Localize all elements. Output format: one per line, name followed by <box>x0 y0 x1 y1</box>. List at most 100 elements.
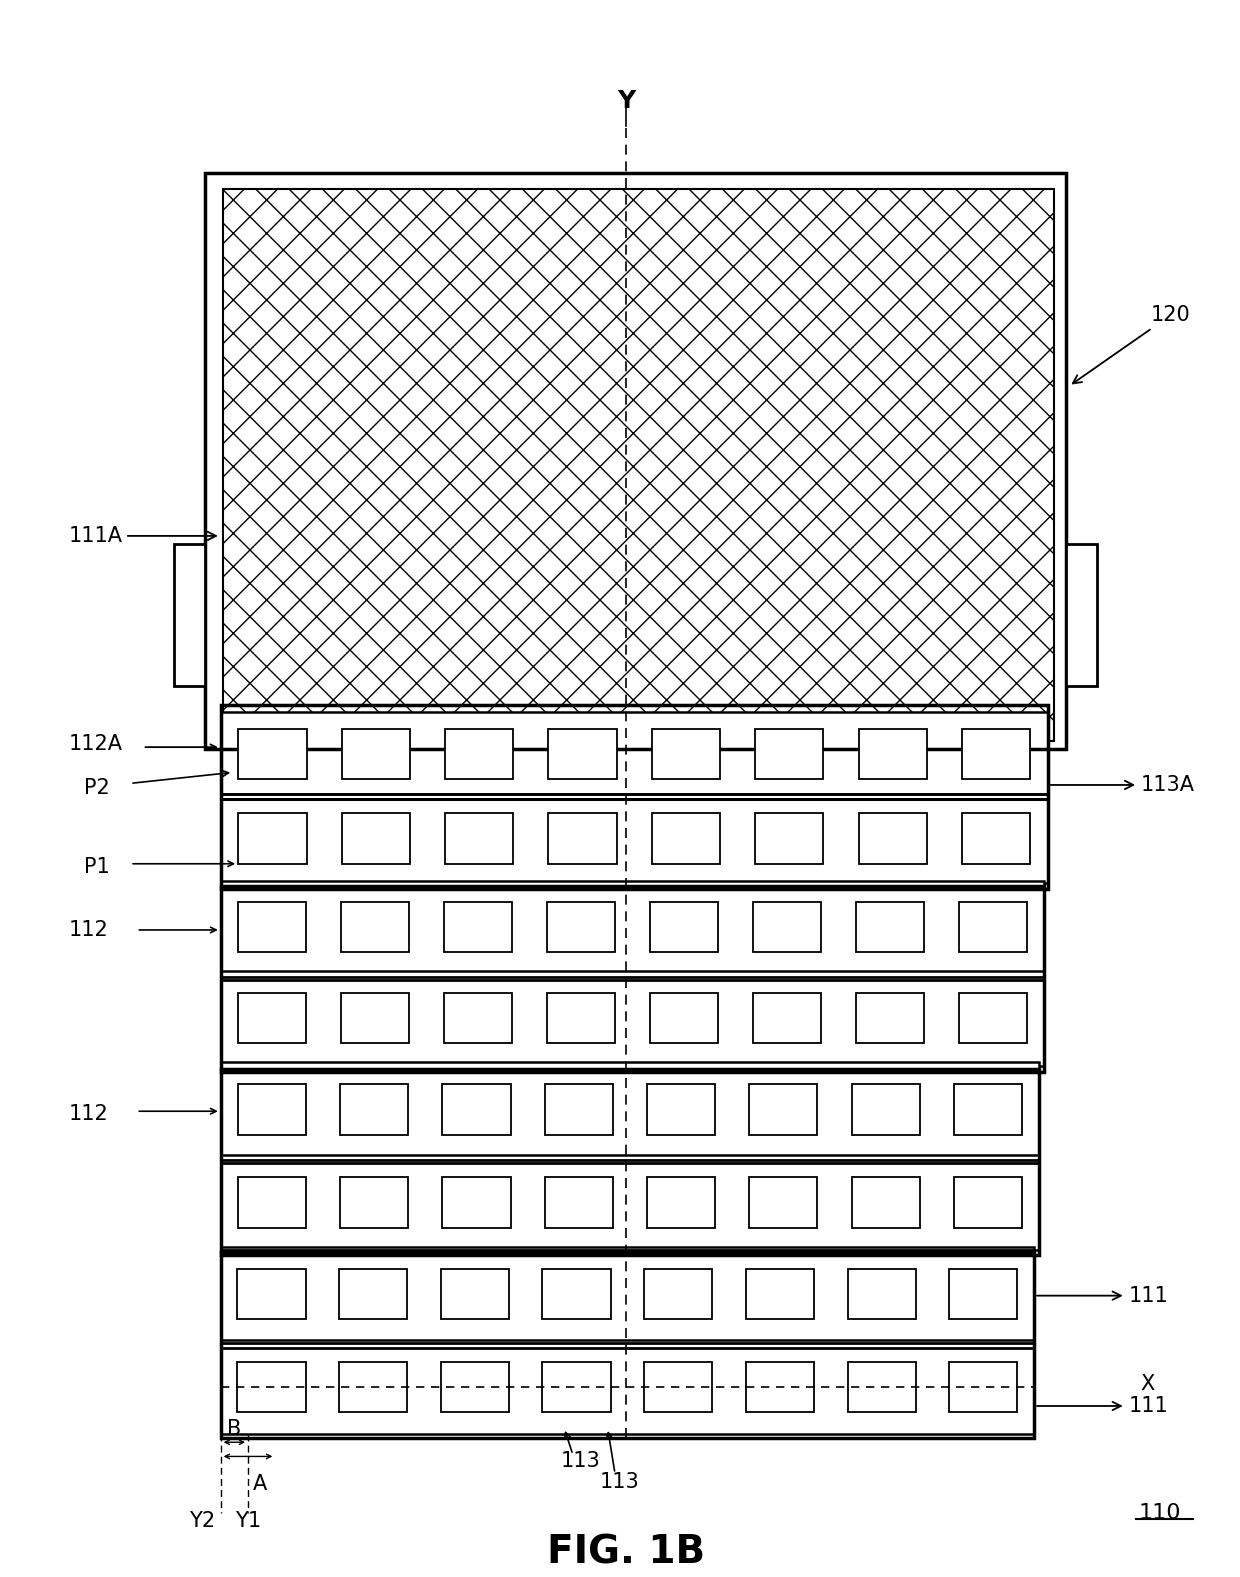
Text: Y: Y <box>618 88 635 114</box>
Bar <box>547 902 615 953</box>
Bar <box>221 1063 1039 1158</box>
Text: X: X <box>1141 1374 1154 1394</box>
Bar <box>342 814 410 864</box>
Bar <box>340 1363 407 1413</box>
Bar <box>645 1269 712 1320</box>
Bar <box>856 902 924 953</box>
Bar <box>753 902 821 953</box>
Bar <box>645 1363 712 1413</box>
Bar <box>221 795 1048 889</box>
Bar <box>950 1269 1017 1320</box>
Bar <box>444 902 512 953</box>
Bar <box>959 994 1027 1044</box>
Bar <box>221 1252 1034 1438</box>
Bar <box>544 1178 613 1228</box>
Bar <box>221 1069 1039 1255</box>
Text: B: B <box>227 1419 242 1440</box>
Bar <box>950 1363 1017 1413</box>
Text: 113: 113 <box>560 1451 600 1471</box>
Text: 110: 110 <box>1138 1503 1180 1523</box>
Bar <box>441 1363 508 1413</box>
Bar <box>221 713 1048 796</box>
Bar <box>547 994 615 1044</box>
Bar <box>340 1269 407 1320</box>
Bar <box>542 1269 610 1320</box>
Bar <box>237 1269 305 1320</box>
Bar <box>1066 544 1097 686</box>
Bar <box>238 729 306 779</box>
Bar <box>962 729 1030 779</box>
Bar <box>237 1363 305 1413</box>
Bar <box>749 1178 817 1228</box>
Bar <box>745 1269 813 1320</box>
Bar <box>221 795 1048 883</box>
Bar <box>221 886 1044 1072</box>
Bar <box>959 902 1027 953</box>
Bar <box>238 902 306 953</box>
Bar <box>221 1156 1039 1251</box>
Bar <box>647 1085 715 1135</box>
Bar <box>238 1085 306 1135</box>
Text: P1: P1 <box>84 856 110 877</box>
Text: A: A <box>253 1474 268 1493</box>
Text: Y1: Y1 <box>234 1511 262 1531</box>
Bar <box>238 814 306 864</box>
Text: P2: P2 <box>84 777 110 798</box>
Bar <box>858 729 926 779</box>
Bar <box>548 814 616 864</box>
Text: Y2: Y2 <box>188 1511 216 1531</box>
Text: 112A: 112A <box>68 733 123 754</box>
Bar <box>221 882 1044 973</box>
Bar <box>755 814 823 864</box>
Bar <box>341 902 409 953</box>
Text: 111: 111 <box>1037 1396 1168 1416</box>
Bar <box>221 886 1044 981</box>
Bar <box>340 1085 408 1135</box>
Text: 113A: 113A <box>1050 774 1195 795</box>
Bar <box>221 971 1044 1066</box>
Bar <box>221 1161 1039 1255</box>
Bar <box>174 544 205 686</box>
Bar <box>954 1178 1022 1228</box>
Bar <box>753 994 821 1044</box>
Bar <box>221 1247 1034 1342</box>
Bar <box>443 1178 511 1228</box>
Bar <box>445 729 513 779</box>
Bar <box>544 1085 613 1135</box>
Bar <box>340 1178 408 1228</box>
Text: 111: 111 <box>1037 1285 1168 1306</box>
Bar <box>745 1363 813 1413</box>
Bar <box>205 173 1066 749</box>
Text: 111A: 111A <box>68 525 216 546</box>
Bar <box>443 1085 511 1135</box>
Bar <box>221 705 1048 889</box>
Bar <box>852 1085 920 1135</box>
Bar <box>221 1344 1034 1438</box>
Bar <box>847 1363 915 1413</box>
Bar <box>852 1178 920 1228</box>
Bar <box>238 1178 306 1228</box>
Bar <box>441 1269 508 1320</box>
Bar <box>445 814 513 864</box>
Bar <box>542 1363 610 1413</box>
Bar <box>652 814 720 864</box>
Bar <box>847 1269 915 1320</box>
Bar <box>238 994 306 1044</box>
Bar <box>444 994 512 1044</box>
Text: 112: 112 <box>68 1104 108 1124</box>
Bar <box>650 994 718 1044</box>
Bar <box>650 902 718 953</box>
Bar <box>221 1251 1034 1348</box>
Bar <box>962 814 1030 864</box>
Bar <box>221 1340 1034 1435</box>
Bar <box>755 729 823 779</box>
Text: 112: 112 <box>68 919 108 940</box>
Bar <box>221 705 1048 800</box>
Bar <box>341 994 409 1044</box>
Bar <box>858 814 926 864</box>
Bar <box>652 729 720 779</box>
Bar <box>856 994 924 1044</box>
Text: 113: 113 <box>600 1471 640 1492</box>
Bar <box>647 1178 715 1228</box>
Bar <box>749 1085 817 1135</box>
